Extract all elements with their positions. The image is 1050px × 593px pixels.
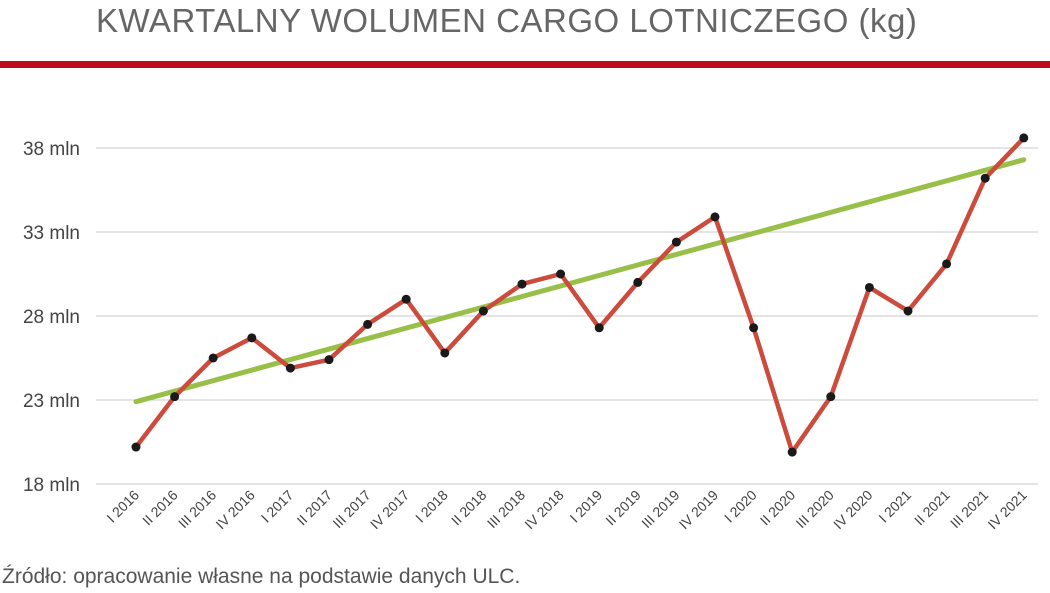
x-tick-label: III 2020 bbox=[793, 487, 837, 531]
x-tick-label: II 2021 bbox=[911, 487, 953, 529]
data-point bbox=[285, 363, 295, 373]
x-tick-label: II 2016 bbox=[139, 487, 181, 529]
data-point bbox=[401, 294, 411, 304]
data-point bbox=[903, 306, 913, 316]
y-axis-ticks: 18 mln 23 mln 28 mln 33 mln 38 mln bbox=[23, 139, 80, 496]
data-point bbox=[980, 173, 990, 183]
x-tick-label: II 2019 bbox=[602, 487, 644, 529]
chart-title: KWARTALNY WOLUMEN CARGO LOTNICZEGO (kg) bbox=[96, 2, 918, 39]
series-line-group bbox=[133, 135, 1027, 455]
data-point bbox=[864, 282, 874, 292]
trend-line-group bbox=[133, 157, 1027, 405]
x-tick-label: IV 2020 bbox=[830, 487, 876, 533]
data-point bbox=[247, 333, 257, 343]
x-tick-label: IV 2018 bbox=[521, 487, 567, 533]
data-point bbox=[671, 237, 681, 247]
x-tick-label: I 2021 bbox=[875, 487, 914, 526]
data-point bbox=[131, 442, 141, 452]
series-line bbox=[133, 135, 1027, 455]
x-tick-label: I 2019 bbox=[566, 487, 605, 526]
data-point bbox=[710, 212, 720, 222]
data-point bbox=[787, 447, 797, 457]
x-tick-label: III 2017 bbox=[329, 487, 373, 531]
data-point bbox=[826, 392, 836, 402]
x-tick-label: I 2018 bbox=[412, 487, 451, 526]
y-tick-label: 38 mln bbox=[23, 139, 80, 160]
data-point bbox=[556, 269, 566, 279]
x-tick-label: IV 2017 bbox=[367, 487, 413, 533]
x-tick-label: II 2020 bbox=[757, 487, 799, 529]
data-point bbox=[517, 279, 527, 289]
data-point bbox=[478, 306, 488, 316]
y-tick-label: 23 mln bbox=[23, 391, 80, 412]
grid-lines bbox=[96, 147, 1038, 485]
x-tick-label: IV 2021 bbox=[984, 487, 1030, 533]
x-tick-label: I 2016 bbox=[103, 487, 142, 526]
y-tick-label: 18 mln bbox=[23, 475, 80, 496]
x-tick-label: III 2018 bbox=[484, 487, 528, 531]
data-point bbox=[594, 323, 604, 333]
data-point bbox=[170, 392, 180, 402]
x-tick-label: III 2016 bbox=[175, 487, 219, 531]
data-point bbox=[324, 355, 334, 365]
trend-line bbox=[133, 157, 1027, 405]
data-point bbox=[749, 323, 759, 333]
x-tick-label: IV 2019 bbox=[676, 487, 722, 533]
data-point bbox=[208, 353, 218, 363]
title-underline-bar bbox=[0, 61, 1050, 68]
source-note: Źródło: opracowanie własne na podstawie … bbox=[2, 565, 521, 588]
x-tick-label: IV 2016 bbox=[212, 487, 258, 533]
y-tick-label: 28 mln bbox=[23, 307, 80, 328]
data-point bbox=[1019, 133, 1029, 143]
x-tick-label: I 2020 bbox=[721, 487, 760, 526]
y-tick-label: 33 mln bbox=[23, 223, 80, 244]
data-point bbox=[942, 259, 952, 269]
data-markers bbox=[131, 133, 1029, 457]
x-tick-label: III 2021 bbox=[947, 487, 991, 531]
data-point bbox=[440, 348, 450, 358]
x-tick-label: I 2017 bbox=[258, 487, 297, 526]
data-point bbox=[363, 319, 373, 329]
data-point bbox=[633, 277, 643, 287]
x-tick-label: II 2017 bbox=[294, 487, 336, 529]
x-tick-label: III 2019 bbox=[638, 487, 682, 531]
x-tick-label: II 2018 bbox=[448, 487, 490, 529]
